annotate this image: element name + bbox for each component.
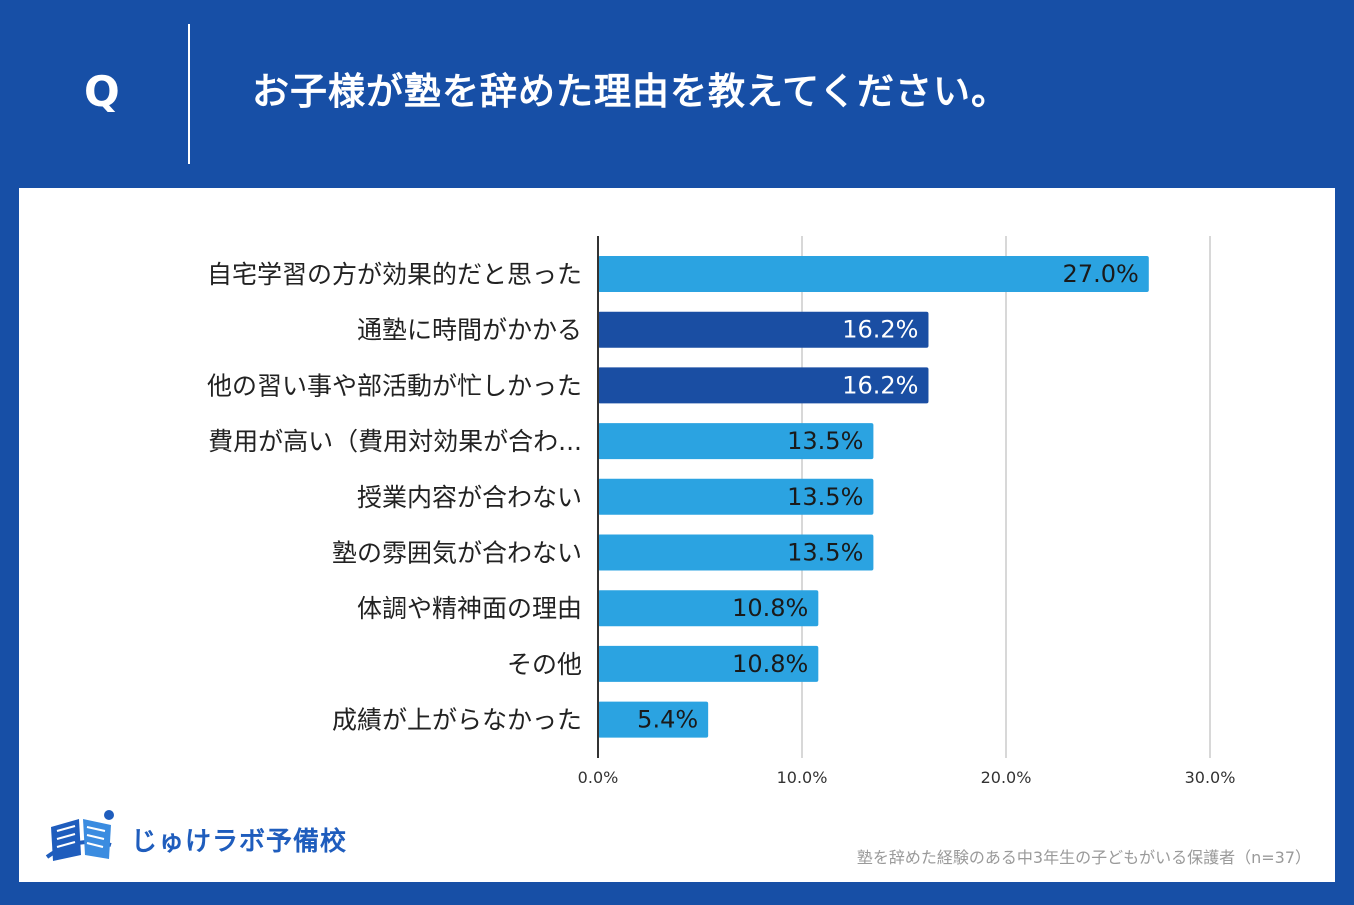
q-label: Q — [84, 67, 120, 116]
bar — [598, 534, 874, 571]
x-tick-label: 0.0% — [578, 768, 619, 787]
bar-value-label: 13.5% — [787, 427, 863, 455]
bar — [598, 590, 819, 627]
bar-value-label: 27.0% — [1063, 260, 1139, 288]
category-label: 成績が上がらなかった — [332, 706, 582, 735]
header-divider — [188, 24, 190, 164]
bar-value-label: 10.8% — [732, 594, 808, 622]
bar — [598, 367, 929, 404]
category-label: 他の習い事や部活動が忙しかった — [207, 371, 582, 400]
sample-note: 塾を辞めた経験のある中3年生の子どもがいる保護者（n=37） — [856, 848, 1311, 867]
x-tick-label: 10.0% — [777, 768, 828, 787]
bar-value-label: 16.2% — [842, 371, 918, 399]
question-title: お子様が塾を辞めた理由を教えてください。 — [252, 70, 1010, 113]
bar — [598, 423, 874, 460]
brand-name: じゅけラボ予備校 — [131, 827, 348, 857]
chart-panel: 27.0% 自宅学習の方が効果的だと思った 16.2% 通塾に時間がかかる 16.2% 他… — [19, 188, 1335, 882]
bar — [598, 478, 874, 515]
bar-value-label: 13.5% — [787, 483, 863, 511]
bar — [598, 256, 1149, 292]
bar — [598, 645, 819, 682]
x-tick-label: 20.0% — [981, 768, 1032, 787]
bar — [598, 701, 709, 738]
category-label: その他 — [507, 650, 582, 679]
category-label: 授業内容が合わない — [357, 483, 582, 512]
bar-chart: 27.0% 自宅学習の方が効果的だと思った 16.2% 通塾に時間がかかる 16.2% 他… — [207, 236, 1236, 787]
category-label: 通塾に時間がかかる — [357, 316, 582, 345]
bar-value-label: 13.5% — [787, 539, 863, 567]
category-label: 費用が高い（費用対効果が合わ... — [208, 427, 582, 456]
category-label: 体調や精神面の理由 — [357, 594, 582, 623]
x-tick-label: 30.0% — [1185, 768, 1236, 787]
bar-value-label: 16.2% — [842, 316, 918, 344]
brand-logo: じゅけラボ予備校 — [41, 805, 361, 869]
open-book-icon — [45, 810, 114, 861]
bar — [598, 311, 929, 348]
category-label: 塾の雰囲気が合わない — [332, 539, 582, 568]
category-label: 自宅学習の方が効果的だと思った — [207, 260, 582, 289]
bar-value-label: 10.8% — [732, 650, 808, 678]
bar-value-label: 5.4% — [637, 706, 698, 734]
